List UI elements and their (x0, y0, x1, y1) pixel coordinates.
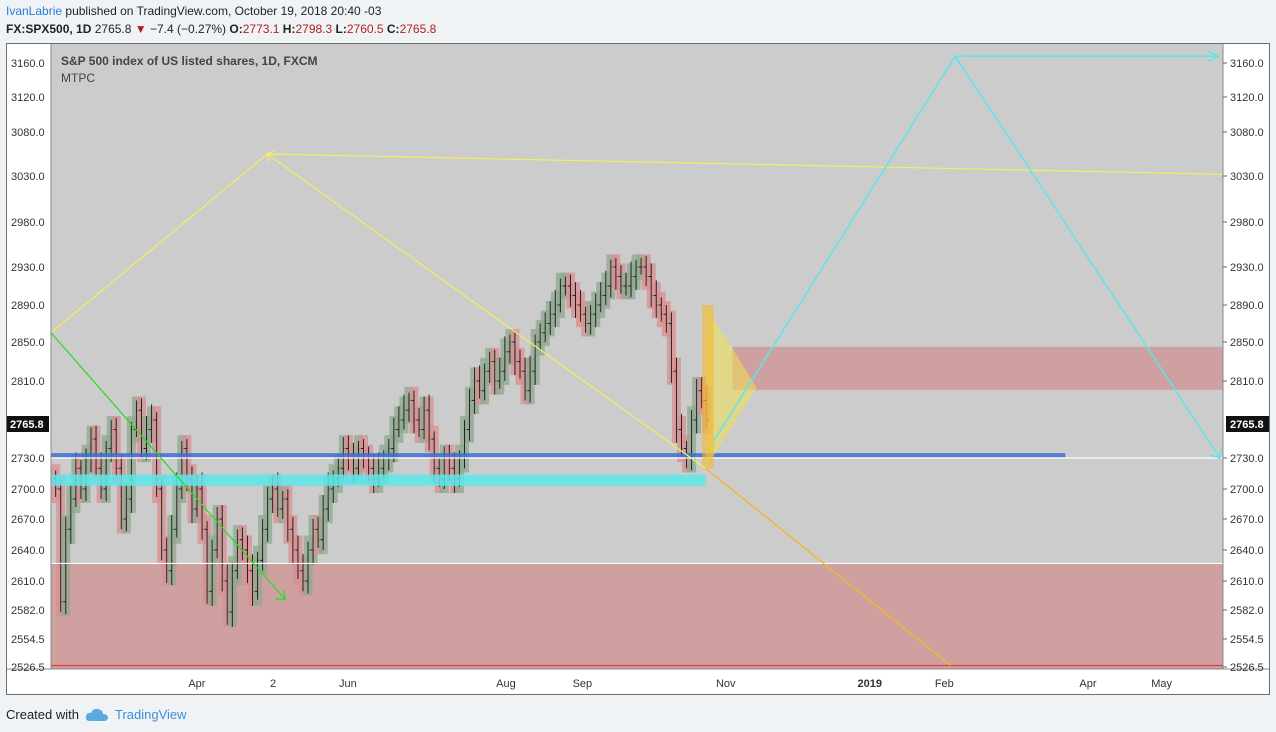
y-tick-label-right: 2890.0 (1230, 300, 1264, 312)
cyan-path-down (954, 55, 1221, 459)
y-tick-label-right: 2582.0 (1230, 605, 1264, 617)
tradingview-link[interactable]: TradingView (114, 707, 187, 722)
publish-header: IvanLabrie published on TradingView.com,… (6, 4, 381, 18)
y-tick-label-left: 2554.5 (11, 634, 45, 646)
x-tick-label: May (1151, 678, 1172, 690)
x-tick-label: 2019 (858, 678, 882, 690)
y-tick-label-left: 3080.0 (11, 127, 45, 139)
cyan-level-band (51, 474, 706, 486)
yellow-line-top (267, 153, 1224, 175)
y-tick-label-left: 2610.0 (11, 576, 45, 588)
x-tick-label: 2 (270, 678, 276, 690)
chart-frame[interactable]: 3160.0 3120.0 3080.0 3030.0 2980.0 2930.0 2890… (6, 43, 1270, 695)
y-tick-label-right: 3120.0 (1230, 92, 1264, 104)
x-tick-label: Jun (339, 678, 357, 690)
y-tick-label-right: 3160.0 (1230, 58, 1264, 70)
y-tick-label-right: 2850.0 (1230, 337, 1264, 349)
author-link[interactable]: IvanLabrie (6, 4, 63, 18)
x-tick-label: Feb (935, 678, 954, 690)
y-tick-label-left: 2930.0 (11, 262, 45, 274)
y-tick-label-right: 2980.0 (1230, 217, 1264, 229)
low-label: L: (335, 22, 347, 36)
y-tick-label-right: 2554.5 (1230, 634, 1264, 646)
high-label: H: (282, 22, 296, 36)
y-tick-label-left: 2980.0 (11, 217, 45, 229)
low-value: 2760.5 (346, 22, 384, 36)
footer: Created with TradingView (6, 707, 187, 722)
cyan-arrowhead-bottom (1209, 447, 1222, 459)
high-value: 2798.3 (295, 22, 333, 36)
current-price-right: 2765.8 (1230, 419, 1264, 431)
cyan-path-up (713, 55, 956, 442)
close-value: 2765.8 (399, 22, 437, 36)
y-tick-label-left: 2670.0 (11, 514, 45, 526)
y-tick-label-left: 2890.0 (11, 300, 45, 312)
last-price: 2765.8 (94, 22, 132, 36)
indicator-label: MTPC (61, 71, 95, 85)
y-tick-label-left: 3160.0 (11, 58, 45, 70)
x-tick-label: Apr (188, 678, 205, 690)
current-price-badge-right (1226, 416, 1269, 432)
y-tick-label-left: 3030.0 (11, 171, 45, 183)
symbol-ohlc-line: FX:SPX500, 1D 2765.8 ▼ −7.4 (−0.27%) O:2… (6, 22, 436, 36)
y-tick-label-left: 2730.0 (11, 453, 45, 465)
close-label: C: (386, 22, 400, 36)
x-tick-label: Apr (1079, 678, 1096, 690)
x-tick-label: Sep (573, 678, 593, 690)
yellow-line-down (266, 153, 706, 469)
current-price-badge-left (7, 416, 49, 432)
y-tick-label-right: 2810.0 (1230, 376, 1264, 388)
published-text: published on TradingView.com, October 19… (65, 4, 382, 18)
yellow-triangle (705, 305, 757, 469)
y-tick-label-left: 2810.0 (11, 376, 45, 388)
y-tick-label-right: 2526.5 (1230, 662, 1264, 674)
x-tick-label: Aug (496, 678, 516, 690)
green-arrowhead (275, 589, 287, 601)
yellow-arrowhead (266, 149, 276, 163)
down-arrow-icon: ▼ (134, 22, 147, 36)
y-tick-label-left: 2700.0 (11, 484, 45, 496)
green-arrow (50, 332, 286, 601)
tradingview-cloud-icon (85, 708, 108, 721)
x-tick-label: Nov (716, 678, 736, 690)
resistance-zone (732, 346, 1223, 390)
y-tick-label-right: 2610.0 (1230, 576, 1264, 588)
cyan-arrowhead-top (948, 54, 962, 67)
cyan-arrowhead-right (1207, 50, 1220, 62)
y-tick-label-right: 2930.0 (1230, 262, 1264, 274)
open-label: O: (229, 22, 243, 36)
y-tick-label-right: 3030.0 (1230, 171, 1264, 183)
y-tick-label-left: 2526.5 (11, 662, 45, 674)
y-tick-label-right: 3080.0 (1230, 127, 1264, 139)
price-chart[interactable]: 3160.0 3120.0 3080.0 3030.0 2980.0 2930.0 2890… (7, 44, 1269, 694)
y-tick-label-left: 2850.0 (11, 337, 45, 349)
change-value: −7.4 (−0.27%) (150, 22, 227, 36)
y-tick-label-left: 2640.0 (11, 545, 45, 557)
blue-level-band (51, 453, 1066, 458)
chart-title: S&P 500 index of US listed shares, 1D, F… (61, 54, 318, 68)
orange-band (702, 305, 714, 469)
y-tick-label-right: 2670.0 (1230, 514, 1264, 526)
symbol-label: FX:SPX500, 1D (6, 22, 92, 36)
created-with-text: Created with (6, 707, 79, 722)
y-tick-label-left: 2582.0 (11, 605, 45, 617)
y-tick-label-right: 2700.0 (1230, 484, 1264, 496)
current-price-left: 2765.8 (10, 419, 44, 431)
orange-line-down (705, 467, 951, 667)
y-tick-label-left: 3120.0 (11, 92, 45, 104)
open-value: 2773.1 (242, 22, 280, 36)
y-tick-label-right: 2730.0 (1230, 453, 1264, 465)
y-tick-label-right: 2640.0 (1230, 545, 1264, 557)
yellow-line-up (50, 153, 268, 334)
